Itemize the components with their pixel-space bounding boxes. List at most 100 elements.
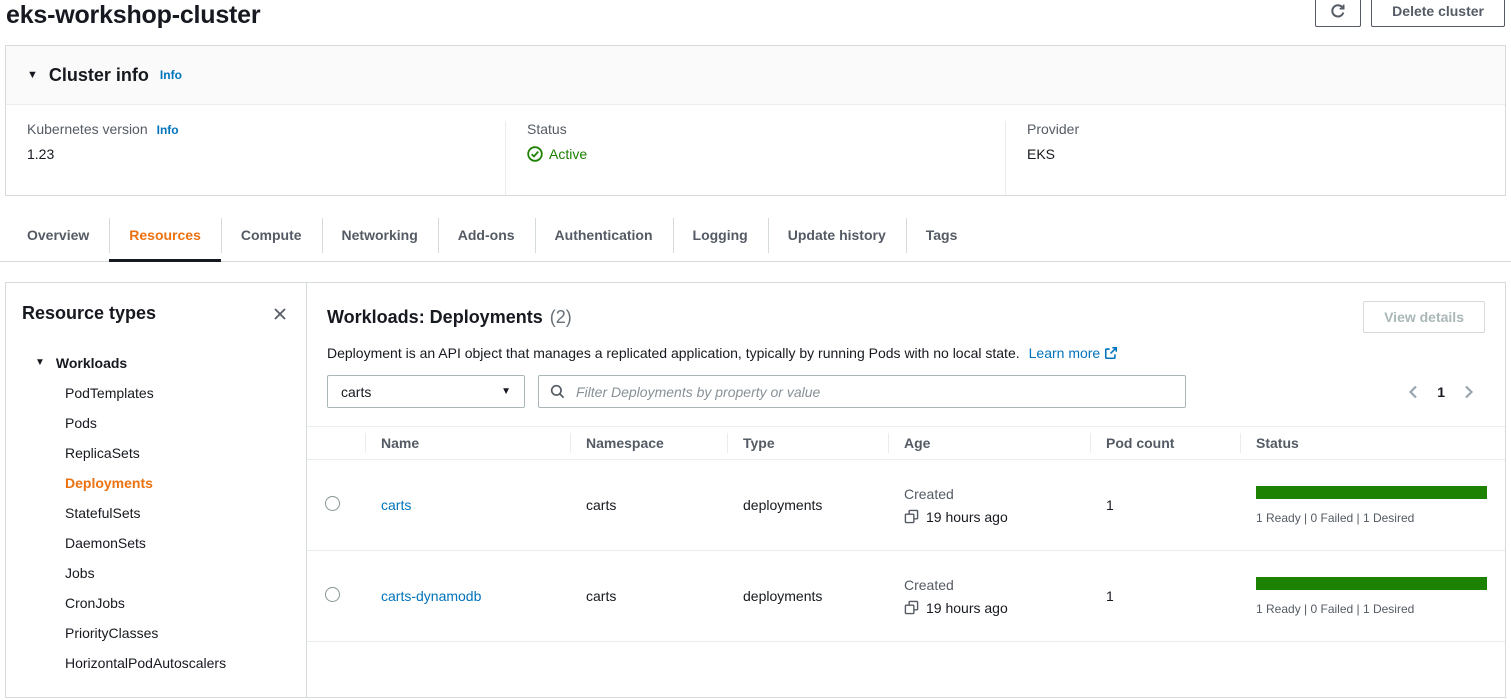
namespace-filter-dropdown[interactable]: carts ▼ [327, 375, 525, 408]
provider-value: EKS [1027, 146, 1056, 162]
kubernetes-version-field: Kubernetes version Info 1.23 [6, 121, 505, 195]
page-header: eks-workshop-cluster Delete cluster [0, 0, 1511, 45]
chevron-left-icon [1409, 385, 1417, 398]
status-progress-bar [1256, 485, 1487, 499]
collapse-caret-icon[interactable]: ▼ [27, 68, 38, 81]
tab-networking[interactable]: Networking [321, 209, 438, 261]
page-title: eks-workshop-cluster [6, 1, 261, 29]
resource-types-tree: ▼ Workloads PodTemplates Pods ReplicaSet… [22, 348, 290, 678]
age-created-label: Created [904, 576, 954, 593]
column-header-namespace: Namespace [570, 427, 727, 460]
type-cell: deployments [727, 459, 888, 551]
cluster-info-title: Cluster info [48, 64, 149, 85]
previous-page-button[interactable] [1405, 383, 1421, 401]
sidebar-item-horizontalpodautoscalers[interactable]: HorizontalPodAutoscalers [65, 655, 227, 671]
search-box [538, 375, 1186, 408]
tab-overview[interactable]: Overview [27, 227, 90, 243]
sidebar-item-priorityclasses[interactable]: PriorityClasses [65, 625, 159, 641]
view-details-button[interactable]: View details [1363, 301, 1485, 333]
filter-row: carts ▼ 1 [327, 375, 1485, 408]
kubernetes-version-label-text: Kubernetes version [27, 121, 148, 137]
close-sidebar-button[interactable] [270, 304, 290, 324]
namespace-cell: carts [570, 550, 727, 642]
resource-types-title: Resource types [22, 303, 157, 323]
cluster-tabs: Overview Resources Compute Networking Ad… [0, 209, 1511, 262]
tab-tags[interactable]: Tags [905, 209, 978, 261]
sidebar-item-daemonsets[interactable]: DaemonSets [65, 535, 146, 551]
table-header-row: Name Namespace Type Age Pod count Status [307, 426, 1505, 460]
row-radio-button[interactable] [325, 587, 340, 602]
tab-compute[interactable]: Compute [220, 209, 322, 261]
chevron-right-icon [1465, 385, 1474, 398]
column-header-type: Type [727, 427, 888, 460]
age-value-text: 19 hours ago [926, 599, 1008, 616]
select-column-header [307, 427, 365, 460]
refresh-button[interactable] [1315, 0, 1362, 27]
delete-cluster-button[interactable]: Delete cluster [1371, 0, 1505, 27]
cluster-info-info-link[interactable]: Info [159, 68, 182, 82]
sidebar-item-pods[interactable]: Pods [65, 415, 97, 431]
resource-types-header: Resource types [22, 303, 290, 324]
deployments-title-text: Workloads: Deployments [327, 306, 543, 327]
current-page-number[interactable]: 1 [1437, 383, 1445, 400]
age-cell: Created 19 hours ago [888, 550, 1090, 642]
status-cell: 1 Ready | 0 Failed | 1 Desired [1240, 459, 1505, 551]
status-progress-bar [1256, 576, 1487, 590]
tree-items: PodTemplates Pods ReplicaSets Deployment… [22, 378, 290, 678]
age-cell: Created 19 hours ago [888, 459, 1090, 551]
deployment-name-link[interactable]: carts [381, 497, 412, 513]
table-row: carts carts deployments Created 19 hours… [307, 459, 1505, 551]
pod-count-cell: 1 [1090, 550, 1240, 642]
row-radio-button[interactable] [325, 496, 340, 511]
sidebar-item-replicasets[interactable]: ReplicaSets [65, 445, 140, 461]
provider-label: Provider [1027, 121, 1080, 137]
close-icon [274, 307, 286, 320]
status-label: Status [527, 121, 567, 137]
copy-icon[interactable] [904, 600, 919, 615]
refresh-icon [1331, 4, 1345, 18]
column-header-pod-count: Pod count [1090, 427, 1240, 460]
deployments-description: Deployment is an API object that manages… [327, 344, 1485, 362]
check-circle-icon [527, 146, 543, 162]
tree-group-workloads[interactable]: ▼ Workloads [22, 348, 290, 378]
kubernetes-version-label: Kubernetes version Info [27, 121, 484, 137]
header-actions: Delete cluster [1315, 0, 1505, 27]
cluster-info-header: ▼ Cluster info Info [6, 46, 1505, 105]
caret-down-icon: ▼ [35, 357, 45, 368]
status-cell: 1 Ready | 0 Failed | 1 Desired [1240, 550, 1505, 642]
sidebar-item-deployments[interactable]: Deployments [65, 475, 153, 491]
status-text: 1 Ready | 0 Failed | 1 Desired [1256, 601, 1415, 616]
tab-authentication[interactable]: Authentication [534, 209, 673, 261]
sidebar-item-jobs[interactable]: Jobs [65, 565, 95, 581]
deployments-table: Name Namespace Type Age Pod count Status… [307, 426, 1505, 642]
cluster-info-panel: ▼ Cluster info Info Kubernetes version I… [5, 45, 1506, 196]
learn-more-link[interactable]: Learn more [1029, 344, 1119, 362]
deployment-name-link[interactable]: carts-dynamodb [381, 588, 482, 604]
copy-icon[interactable] [904, 509, 919, 524]
age-value-text: 19 hours ago [926, 508, 1008, 525]
tab-resources[interactable]: Resources [109, 209, 221, 262]
sidebar-item-podtemplates[interactable]: PodTemplates [65, 385, 154, 401]
deployments-count: (2) [549, 306, 572, 327]
tab-logging[interactable]: Logging [672, 209, 768, 261]
tab-add-ons[interactable]: Add-ons [437, 209, 535, 261]
deployments-panel-header: Workloads: Deployments (2) View details [327, 301, 1485, 333]
column-header-name: Name [365, 427, 570, 460]
sidebar-item-statefulsets[interactable]: StatefulSets [65, 505, 141, 521]
status-text: 1 Ready | 0 Failed | 1 Desired [1256, 510, 1415, 525]
filter-deployments-input[interactable] [574, 382, 1174, 401]
tab-update-history[interactable]: Update history [767, 209, 906, 261]
column-header-age: Age [888, 427, 1090, 460]
status-field: Status Active [505, 121, 1005, 195]
kubernetes-version-info-link[interactable]: Info [156, 123, 179, 137]
next-page-button[interactable] [1461, 383, 1477, 401]
column-header-status: Status [1240, 427, 1505, 460]
search-icon [550, 384, 565, 399]
deployments-panel: Workloads: Deployments (2) View details D… [307, 283, 1505, 697]
status-value: Active [527, 146, 984, 162]
resource-types-sidebar: Resource types ▼ Workloads PodTemplates … [6, 283, 307, 697]
pagination: 1 [1405, 383, 1485, 401]
deployments-title: Workloads: Deployments (2) [327, 307, 572, 328]
sidebar-item-cronjobs[interactable]: CronJobs [65, 595, 125, 611]
namespace-cell: carts [570, 459, 727, 551]
